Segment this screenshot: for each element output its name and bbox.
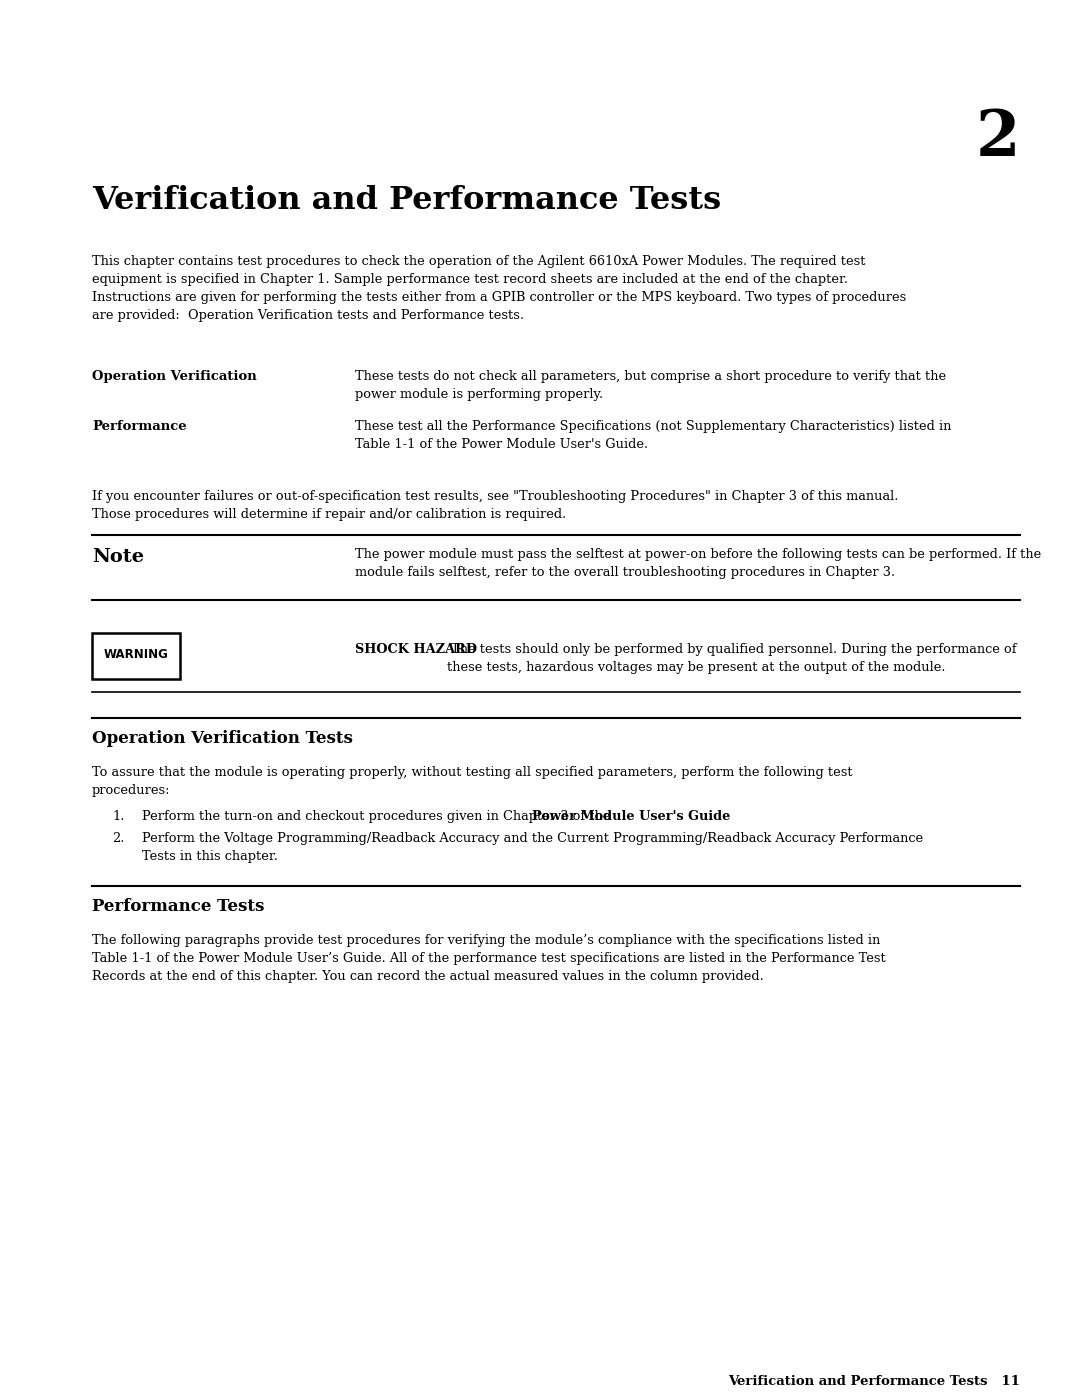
Text: This chapter contains test procedures to check the operation of the Agilent 6610: This chapter contains test procedures to… bbox=[92, 256, 906, 321]
Bar bbox=[92, 633, 180, 679]
Text: 1.: 1. bbox=[112, 810, 124, 823]
Text: Perform the Voltage Programming/Readback Accuracy and the Current Programming/Re: Perform the Voltage Programming/Readback… bbox=[141, 833, 923, 863]
Text: Operation Verification Tests: Operation Verification Tests bbox=[92, 731, 353, 747]
Text: Verification and Performance Tests   11: Verification and Performance Tests 11 bbox=[728, 1375, 1020, 1389]
Text: Performance Tests: Performance Tests bbox=[92, 898, 265, 915]
Text: Operation Verification: Operation Verification bbox=[92, 370, 257, 383]
Text: Power Module User's Guide: Power Module User's Guide bbox=[532, 810, 730, 823]
Text: The following paragraphs provide test procedures for verifying the module’s comp: The following paragraphs provide test pr… bbox=[92, 935, 886, 983]
Text: The tests should only be performed by qualified personnel. During the performanc: The tests should only be performed by qu… bbox=[447, 643, 1016, 673]
Text: If you encounter failures or out-of-specification test results, see "Troubleshoo: If you encounter failures or out-of-spec… bbox=[92, 490, 899, 521]
Text: Performance: Performance bbox=[92, 420, 187, 433]
Text: Verification and Performance Tests: Verification and Performance Tests bbox=[92, 184, 721, 217]
Text: The power module must pass the selftest at power-on before the following tests c: The power module must pass the selftest … bbox=[355, 548, 1041, 578]
Text: 2.: 2. bbox=[112, 833, 124, 845]
Text: Note: Note bbox=[92, 548, 144, 566]
Text: These tests do not check all parameters, but comprise a short procedure to verif: These tests do not check all parameters,… bbox=[355, 370, 946, 401]
Text: To assure that the module is operating properly, without testing all specified p: To assure that the module is operating p… bbox=[92, 766, 852, 798]
Text: 2: 2 bbox=[975, 108, 1020, 169]
Text: WARNING: WARNING bbox=[104, 647, 168, 661]
Text: These test all the Performance Specifications (not Supplementary Characteristics: These test all the Performance Specifica… bbox=[355, 420, 951, 451]
Text: Perform the turn-on and checkout procedures given in Chapter 3 of the: Perform the turn-on and checkout procedu… bbox=[141, 810, 615, 823]
Text: SHOCK HAZARD: SHOCK HAZARD bbox=[355, 643, 477, 657]
